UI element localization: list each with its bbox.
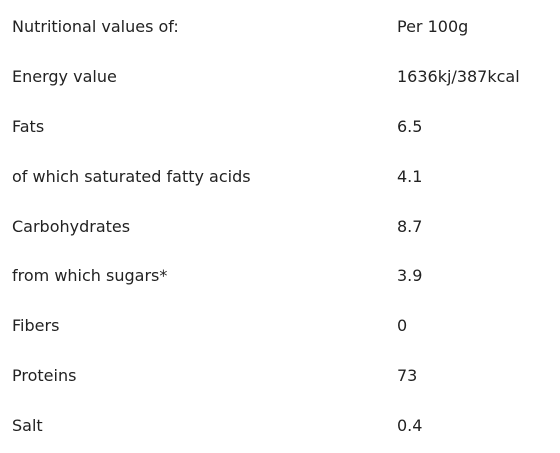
value-cell: 1636kj/387kcal: [397, 67, 520, 87]
label-cell: Salt: [12, 415, 43, 435]
value-cell: 3.9: [397, 266, 423, 286]
label-cell: Nutritional values of:: [12, 17, 179, 37]
label-cell: from which sugars*: [12, 266, 168, 286]
nutrition-table: Nutritional values of: Per 100g Energy val…: [12, 2, 520, 450]
data-row: Carbohydrates 8.7: [12, 201, 520, 251]
data-row: Fats 6.5: [12, 102, 520, 152]
value-cell: 0: [397, 316, 408, 336]
data-row: Fibers 0: [12, 301, 520, 351]
data-row: Salt 0.4: [12, 400, 520, 450]
label-cell: Fibers: [12, 316, 60, 336]
value-cell: 4.1: [397, 166, 423, 186]
label-cell: Proteins: [12, 365, 77, 385]
label-cell: Carbohydrates: [12, 216, 131, 236]
value-cell: 73: [397, 365, 418, 385]
data-row: of which saturated fatty acids 4.1: [12, 151, 520, 201]
value-cell: 6.5: [397, 116, 423, 136]
value-cell: 8.7: [397, 216, 423, 236]
value-cell: 0.4: [397, 415, 423, 435]
value-cell: Per 100g: [397, 17, 469, 37]
data-row: Proteins 73: [12, 351, 520, 401]
data-row: Energy value 1636kj/387kcal: [12, 52, 520, 102]
data-row: from which sugars* 3.9: [12, 251, 520, 301]
label-cell: Energy value: [12, 67, 117, 87]
label-cell: of which saturated fatty acids: [12, 166, 251, 186]
label-cell: Fats: [12, 116, 45, 136]
header-row: Nutritional values of: Per 100g: [12, 2, 520, 52]
